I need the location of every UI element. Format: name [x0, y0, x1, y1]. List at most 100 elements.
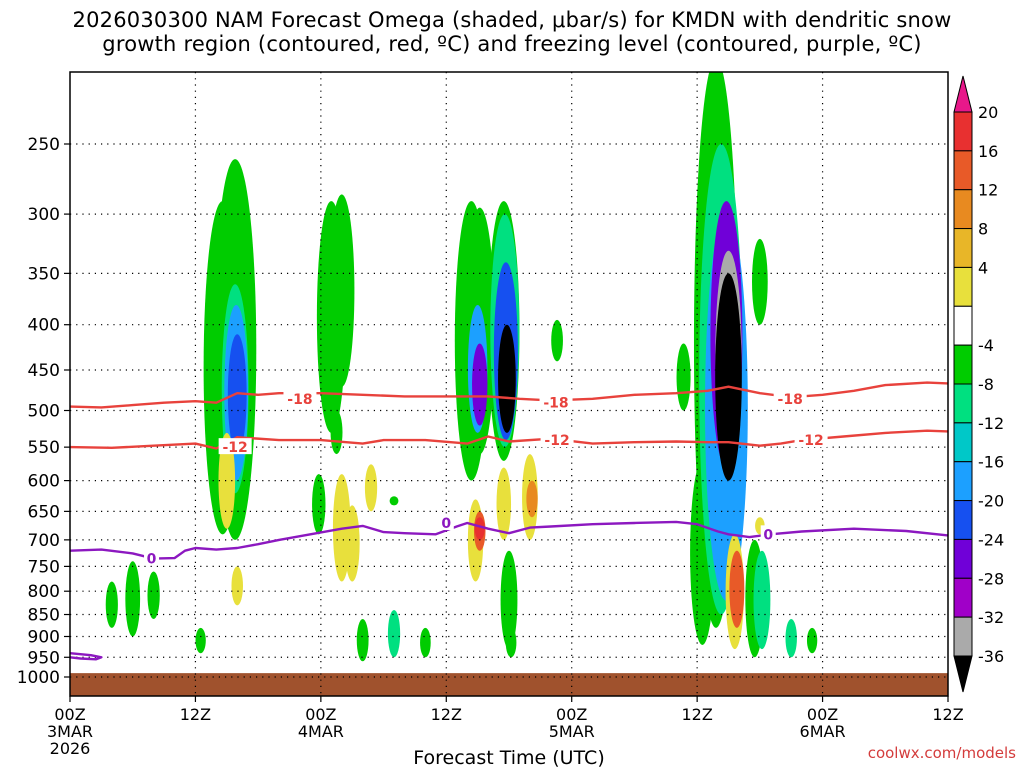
omega-cell	[356, 619, 369, 662]
isotherm-label-bg	[794, 431, 828, 448]
omega-cell	[105, 581, 118, 628]
colorbar-label: 8	[978, 220, 988, 239]
omega-cell	[387, 609, 401, 658]
omega-cell	[389, 496, 399, 506]
colorbar-label: -4	[978, 336, 994, 355]
y-tick-label: 300	[28, 205, 60, 225]
omega-shading	[105, 72, 818, 662]
x-tick-label: 00Z	[556, 705, 587, 724]
colorbar-label: -12	[978, 414, 1004, 433]
colorbar-swatch	[953, 150, 973, 191]
x-tick-label: 12Z	[180, 705, 211, 724]
x-tick-label: 2026	[50, 739, 91, 758]
colorbar-swatch	[953, 266, 973, 307]
chart-title-line1: 2026030300 NAM Forecast Omega (shaded, μ…	[72, 8, 952, 32]
y-tick-label: 850	[28, 606, 60, 626]
x-tick-label: 4MAR	[298, 722, 344, 741]
colorbar-label: 4	[978, 258, 988, 277]
colorbar-top-arrow	[953, 75, 973, 113]
y-tick-label: 750	[28, 557, 60, 577]
colorbar-swatch	[953, 228, 973, 268]
plot-frame	[69, 71, 949, 697]
colorbar-swatch	[953, 538, 973, 579]
colorbar-bottom-arrow	[953, 655, 973, 693]
y-tick-label: 900	[28, 627, 60, 647]
x-axis-label: Forecast Time (UTC)	[413, 747, 604, 768]
omega-cell	[505, 627, 517, 658]
ground-fill	[70, 673, 948, 696]
omega-cell	[420, 627, 431, 658]
x-tick-label: 12Z	[681, 705, 712, 724]
y-axis-ticks: 2503003504004505005506006507007508008509…	[17, 135, 70, 688]
y-tick-label: 1000	[17, 668, 60, 688]
colorbar-label: -36	[978, 647, 1004, 666]
omega-cell	[785, 619, 797, 658]
omega-cell	[751, 238, 768, 325]
x-tick-label: 00Z	[305, 705, 336, 724]
omega-cell	[474, 517, 485, 540]
isotherm-label: -18	[287, 392, 312, 408]
isotherm-label: -12	[222, 440, 247, 456]
y-tick-label: 700	[28, 531, 60, 551]
y-tick-label: 350	[28, 264, 60, 284]
colorbar-label: 12	[978, 181, 998, 200]
isotherm-label: -18	[543, 396, 568, 412]
colorbar-swatch	[953, 111, 973, 152]
y-tick-label: 450	[28, 361, 60, 381]
x-tick-label: 6MAR	[800, 722, 846, 741]
colorbar-swatch	[953, 422, 973, 463]
colorbar-swatch	[953, 461, 973, 502]
grid-lines	[70, 72, 948, 696]
colorbar-label: -8	[978, 375, 994, 394]
x-tick-label: 12Z	[932, 705, 963, 724]
y-tick-label: 650	[28, 502, 60, 522]
omega-cell	[676, 343, 691, 411]
colorbar-swatch	[953, 500, 973, 540]
omega-cell	[312, 474, 326, 535]
omega-cell	[218, 432, 236, 529]
omega-cell	[329, 194, 355, 387]
omega-cell	[195, 627, 206, 654]
omega-cell	[729, 550, 745, 628]
omega-cell	[526, 480, 538, 518]
isotherm-label-bg	[773, 389, 807, 406]
isotherm-label-bg	[438, 514, 454, 531]
isotherm-label-bg	[539, 393, 573, 410]
colorbar-label: -28	[978, 569, 1004, 588]
ground-surface	[70, 673, 948, 696]
x-tick-label: 00Z	[807, 705, 838, 724]
omega-cell	[715, 273, 742, 481]
isotherm-label: -12	[798, 433, 823, 449]
x-tick-label: 12Z	[431, 705, 462, 724]
isotherm-label-bg	[218, 438, 252, 455]
colorbar: 20 16 12 8 4 -4 -8 -12 -16 -20 -24 -28 -32 -36	[953, 75, 1004, 693]
omega-cell	[498, 324, 516, 433]
omega-cell	[330, 410, 343, 455]
isotherm-label-bg	[144, 549, 160, 566]
omega-cell	[500, 550, 518, 650]
colorbar-label: 20	[978, 103, 998, 122]
omega-cell	[806, 627, 818, 654]
colorbar-swatch	[953, 189, 973, 230]
isotherm-label: 0	[441, 516, 451, 532]
colorbar-swatch	[953, 577, 973, 618]
omega-cell	[472, 343, 488, 426]
colorbar-label: -24	[978, 530, 1004, 549]
y-tick-label: 500	[28, 402, 60, 422]
colorbar-label: -32	[978, 608, 1004, 627]
y-tick-label: 800	[28, 582, 60, 602]
isotherm-label: -18	[778, 392, 803, 408]
y-tick-label: 600	[28, 472, 60, 492]
isotherm-label: 0	[147, 552, 157, 568]
colorbar-swatch	[953, 616, 973, 657]
isotherm-contours: -18 -18 -18 -12 -12 -12 0 0 0	[70, 381, 948, 661]
y-tick-label: 400	[28, 316, 60, 336]
colorbar-swatch	[953, 305, 973, 346]
omega-cell	[231, 566, 243, 606]
omega-cell	[753, 550, 771, 650]
colorbar-swatch	[953, 344, 973, 385]
colorbar-label: 16	[978, 142, 998, 161]
y-tick-label: 550	[28, 438, 60, 458]
omega-cell	[496, 467, 512, 540]
